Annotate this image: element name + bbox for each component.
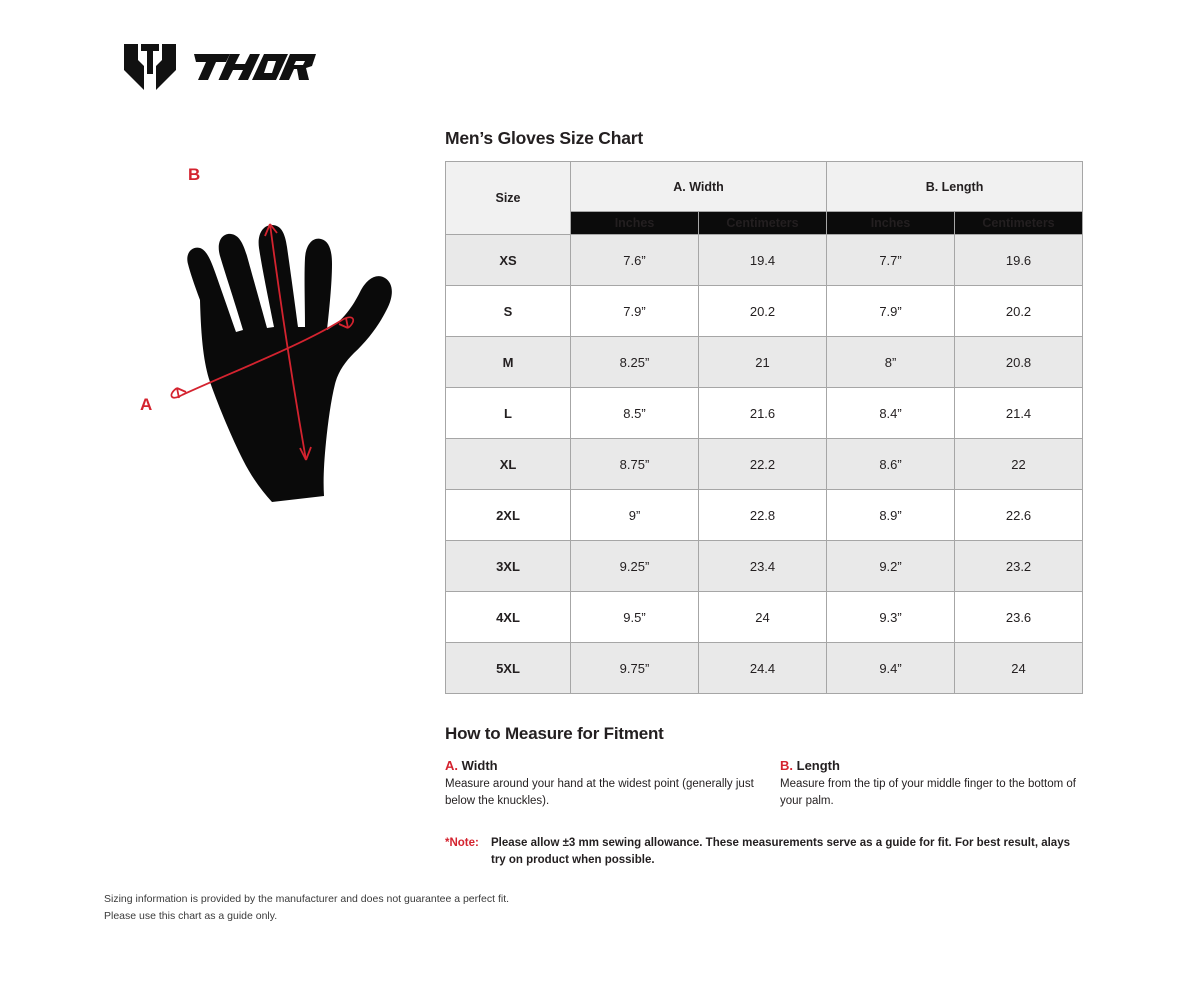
measure-name-length: Length [796,758,840,773]
cell-width-inches: 9.75” [570,642,699,694]
column-header-width-centimeters: Centimeters [697,211,828,235]
column-header-length-centimeters: Centimeters [954,211,1084,235]
measure-letter-a: A. [445,758,458,773]
cell-size: M [445,336,571,388]
table-header-group-row: Size A. Width B. Length [445,161,1084,235]
cell-length-inches: 8” [826,336,956,388]
cell-length-centimeters: 24 [954,642,1084,694]
table-row: XS 7.6” 19.4 7.7” 19.6 [445,234,1084,286]
diagram-label-a: A [140,395,152,414]
cell-width-inches: 8.5” [570,387,699,439]
how-to-measure-heading: How to Measure for Fitment [445,724,664,743]
table-row: S 7.9” 20.2 7.9” 20.2 [445,285,1084,337]
note-row: *Note: Please allow ±3 mm sewing allowan… [445,835,1085,868]
cell-length-inches: 7.9” [826,285,956,337]
cell-size: S [445,285,571,337]
column-header-length-inches: Inches [826,211,956,235]
measure-item-length-title: B. Length [780,758,1085,773]
cell-width-inches: 7.9” [570,285,699,337]
length-arrow-icon [264,223,312,461]
footer-line-1: Sizing information is provided by the ma… [104,893,510,905]
cell-length-inches: 8.6” [826,438,956,490]
cell-length-centimeters: 22 [954,438,1084,490]
cell-size: 2XL [445,489,571,541]
column-group-length: B. Length [826,161,1084,212]
cell-width-centimeters: 22.8 [697,489,828,541]
cell-width-centimeters: 24 [697,591,828,643]
table-row: 2XL 9” 22.8 8.9” 22.6 [445,489,1084,541]
table-row: XL 8.75” 22.2 8.6” 22 [445,438,1084,490]
thor-helmet-mark-icon [124,44,176,95]
brand-logo [124,44,322,95]
cell-width-centimeters: 21 [697,336,828,388]
table-row: M 8.25” 21 8” 20.8 [445,336,1084,388]
cell-length-inches: 9.2” [826,540,956,592]
cell-length-centimeters: 21.4 [954,387,1084,439]
measure-letter-b: B. [780,758,793,773]
table-header-unit-row: Inches Centimeters Inches Centimeters [446,211,1084,235]
footer-disclaimer: Sizing information is provided by the ma… [104,891,624,925]
cell-length-centimeters: 20.2 [954,285,1084,337]
table-row: L 8.5” 21.6 8.4” 21.4 [445,387,1084,439]
size-chart-table: Size A. Width B. Length Inches Centimete… [445,161,1084,694]
cell-width-centimeters: 22.2 [697,438,828,490]
note-text: Please allow ±3 mm sewing allowance. The… [491,837,1070,867]
size-chart-panel: Men’s Gloves Size Chart Size A. Width B.… [445,128,1085,869]
cell-width-centimeters: 24.4 [697,642,828,694]
column-header-width-inches: Inches [570,211,699,235]
footer-line-2: Please use this chart as a guide only. [104,909,278,922]
measure-item-width-description: Measure around your hand at the widest p… [445,778,754,807]
cell-length-inches: 8.9” [826,489,956,541]
cell-width-inches: 9” [570,489,699,541]
cell-length-centimeters: 23.6 [954,591,1084,643]
page-title: Men’s Gloves Size Chart [445,128,644,148]
cell-length-inches: 9.4” [826,642,956,694]
note-label: *Note: [445,837,479,850]
column-header-size: Size [445,161,571,235]
cell-size: 5XL [445,642,571,694]
cell-size: 3XL [445,540,571,592]
cell-width-centimeters: 21.6 [697,387,828,439]
cell-width-inches: 9.5” [570,591,699,643]
brand-wordmark [190,50,322,89]
cell-length-inches: 7.7” [826,234,956,286]
cell-width-centimeters: 19.4 [697,234,828,286]
cell-length-centimeters: 20.8 [954,336,1084,388]
cell-length-inches: 8.4” [826,387,956,439]
cell-length-centimeters: 23.2 [954,540,1084,592]
cell-width-inches: 8.25” [570,336,699,388]
cell-width-centimeters: 23.4 [697,540,828,592]
measure-item-width: A. Width Measure around your hand at the… [445,758,780,809]
width-arrow-icon [170,316,355,399]
measure-name-width: Width [461,758,498,773]
cell-length-centimeters: 19.6 [954,234,1084,286]
hand-measurement-diagram: B A [112,160,432,525]
column-group-width: A. Width [569,161,828,212]
cell-width-inches: 8.75” [570,438,699,490]
cell-width-inches: 7.6” [570,234,699,286]
cell-length-inches: 9.3” [826,591,956,643]
how-to-measure-section: How to Measure for Fitment A. Width Meas… [445,724,1085,809]
cell-size: 4XL [445,591,571,643]
table-row: 3XL 9.25” 23.4 9.2” 23.2 [445,540,1084,592]
measure-item-width-title: A. Width [445,758,780,773]
cell-length-centimeters: 22.6 [954,489,1084,541]
diagram-label-b: B [188,165,200,184]
cell-size: XL [445,438,571,490]
cell-size: XS [445,234,571,286]
cell-size: L [445,387,571,439]
measure-item-length: B. Length Measure from the tip of your m… [780,758,1085,809]
measure-item-length-description: Measure from the tip of your middle fing… [780,778,1076,807]
table-row: 5XL 9.75” 24.4 9.4” 24 [445,642,1084,694]
table-row: 4XL 9.5” 24 9.3” 23.6 [445,591,1084,643]
cell-width-inches: 9.25” [570,540,699,592]
cell-width-centimeters: 20.2 [697,285,828,337]
